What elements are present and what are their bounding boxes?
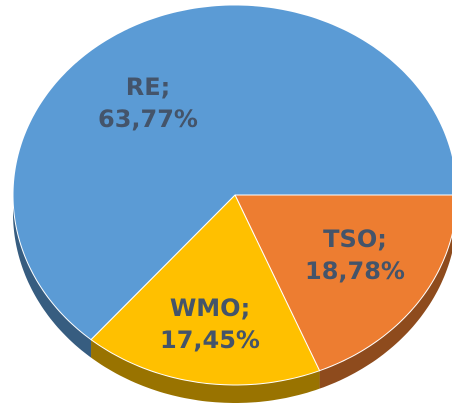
slice	[90, 194, 321, 386]
value-label: 18,78%	[305, 257, 405, 285]
slice-side	[319, 235, 452, 389]
category-label: WMO;	[170, 294, 250, 322]
slice-side	[91, 339, 320, 403]
slice	[234, 194, 452, 372]
slice	[12, 4, 452, 341]
value-label: 63,77%	[98, 105, 198, 133]
category-label: RE;	[126, 73, 170, 101]
value-label: 17,45%	[160, 326, 260, 354]
category-label: TSO;	[323, 225, 387, 253]
slice-side	[13, 195, 92, 358]
